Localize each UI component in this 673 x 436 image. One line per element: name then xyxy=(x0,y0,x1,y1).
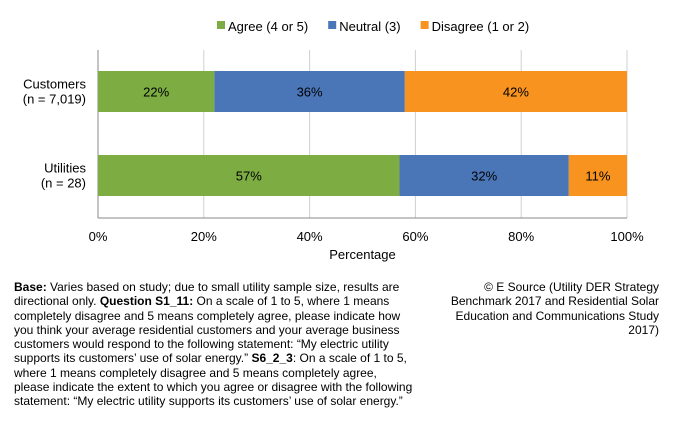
bar-segment xyxy=(214,71,405,112)
legend-swatch xyxy=(217,21,225,29)
category-label: Customers xyxy=(23,77,86,92)
data-label: 57% xyxy=(236,169,262,184)
base-label: Base: xyxy=(14,280,47,294)
data-label: 11% xyxy=(585,169,610,184)
category-label: (n = 7,019) xyxy=(23,92,86,107)
bar-segment xyxy=(98,155,400,196)
base-text: Varies based on study; due to small util… xyxy=(14,280,400,309)
bar-segment xyxy=(404,71,627,112)
data-label: 42% xyxy=(503,85,529,100)
bar-segment xyxy=(98,71,215,112)
data-label: 22% xyxy=(143,85,169,100)
bar-segment xyxy=(399,155,569,196)
question-text: On a scale of 1 to 5, where 1 means comp… xyxy=(14,294,401,366)
category-label: Utilities xyxy=(44,161,86,176)
legend-label: Agree (4 or 5) xyxy=(228,19,308,34)
question2-label: S6_2_3 xyxy=(251,351,293,366)
x-tick-label: 80% xyxy=(508,229,534,244)
x-tick-label: 40% xyxy=(297,229,323,244)
x-tick-label: 0% xyxy=(89,229,108,244)
x-axis-title: Percentage xyxy=(329,247,396,262)
stacked-bar-chart: 0% 20% 40% 60% 80% 100%PercentageCustomers(n … xyxy=(23,19,644,262)
x-tick-label: 60% xyxy=(402,229,428,244)
source-credit: © E Source (Utility DER Strategy Benchma… xyxy=(450,280,659,337)
legend-swatch xyxy=(328,21,337,29)
legend-label: Disagree (1 or 2) xyxy=(432,19,530,34)
x-tick-label: 20% xyxy=(191,229,217,244)
data-label: 36% xyxy=(297,85,323,100)
footnote: Base: Varies based on study; due to smal… xyxy=(14,280,414,409)
x-tick-label: 100% xyxy=(610,229,644,244)
bar-segment xyxy=(568,155,627,196)
legend-swatch xyxy=(420,21,429,29)
data-label: 32% xyxy=(471,169,497,184)
question2-text: : On a scale of 1 to 5, where 1 means co… xyxy=(14,351,413,409)
question-label: Question S1_11: xyxy=(99,294,194,309)
legend-label: Neutral (3) xyxy=(339,19,400,34)
category-label: (n = 28) xyxy=(41,176,86,191)
